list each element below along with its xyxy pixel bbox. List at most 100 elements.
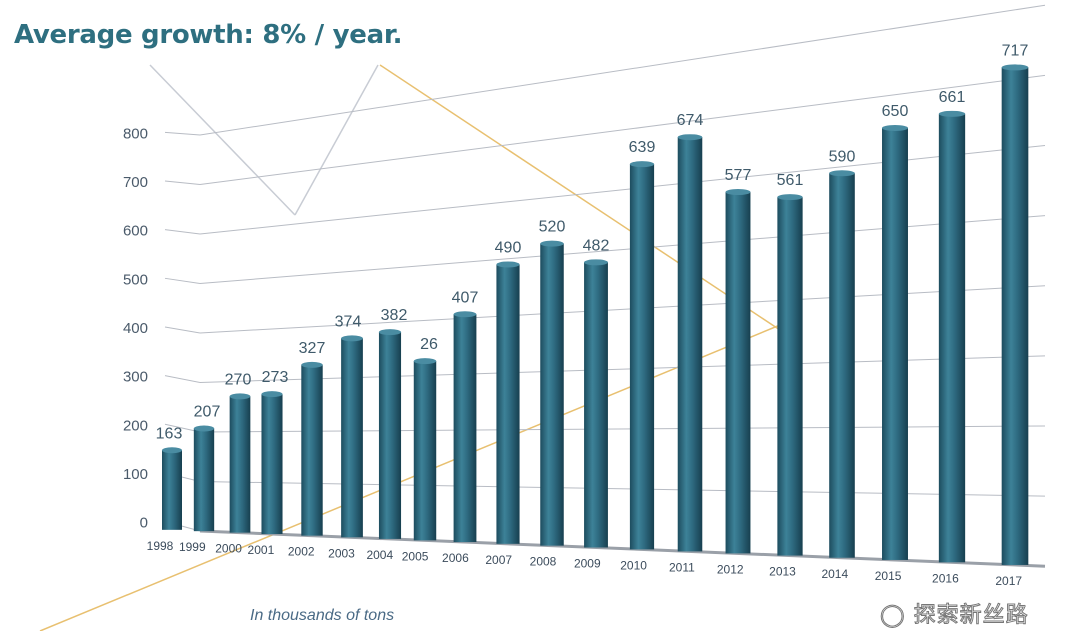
- bar: [341, 338, 363, 538]
- bar: [413, 361, 437, 541]
- gridline: [199, 74, 1046, 185]
- chart-title: Average growth: 8% / year.: [14, 20, 403, 50]
- bar: [453, 314, 477, 543]
- x-tick-label: 2005: [402, 549, 429, 563]
- bar: [378, 332, 402, 539]
- data-label: 674: [677, 112, 704, 129]
- bar-group: 382 2004: [366, 307, 407, 562]
- bar-group: 207 1999: [179, 403, 220, 554]
- gridline-stub: [164, 131, 201, 136]
- bar-top: [229, 393, 251, 400]
- x-tick-label: 2016: [932, 571, 959, 585]
- bar-top: [829, 170, 855, 177]
- x-tick-label: 2010: [620, 558, 647, 572]
- bar: [162, 450, 182, 530]
- bar: [1001, 67, 1029, 565]
- x-tick-label: 2009: [574, 557, 601, 571]
- bar: [829, 173, 855, 558]
- bar-top: [540, 240, 564, 247]
- data-label: 490: [495, 239, 522, 256]
- y-tick-label: 300: [123, 369, 148, 386]
- bar-group: 163 1998: [147, 425, 183, 553]
- bar-group: 674 2011: [669, 112, 703, 574]
- bar-top: [938, 110, 966, 117]
- bar-top: [777, 194, 803, 201]
- bar-top: [882, 124, 908, 131]
- data-label: 577: [725, 167, 752, 184]
- y-tick-label: 400: [123, 320, 148, 337]
- gridline: [199, 4, 1046, 136]
- x-tick-label: 2003: [328, 546, 355, 560]
- bar: [193, 428, 215, 532]
- x-tick-label: 2014: [821, 567, 848, 581]
- bar-group: 590 2014: [821, 148, 855, 580]
- gridline: [199, 529, 1046, 568]
- bar: [584, 262, 608, 548]
- bar-top: [261, 391, 283, 398]
- gridline-stub: [164, 229, 201, 235]
- data-label: 590: [829, 148, 856, 165]
- x-tick-label: 1999: [179, 540, 206, 554]
- data-label: 207: [194, 403, 221, 420]
- y-tick-label: 600: [123, 223, 148, 240]
- bar-top: [1001, 64, 1029, 71]
- data-label: 327: [299, 340, 326, 357]
- bar: [629, 164, 655, 550]
- watermark-text: 探索新丝路: [913, 603, 1029, 629]
- bar-top: [193, 425, 215, 432]
- bar-group: 639 2010: [620, 139, 655, 572]
- x-tick-label: 2015: [875, 569, 902, 583]
- bar-group: 561 2013: [769, 172, 803, 578]
- bar: [882, 127, 908, 560]
- x-tick-label: 2001: [248, 543, 275, 557]
- bar-group: 717 2017: [995, 42, 1028, 588]
- bar-group: 273 2001: [248, 369, 289, 557]
- bar-group: 482 2009: [574, 237, 609, 570]
- bar: [677, 137, 703, 552]
- gridline-stub: [164, 326, 201, 334]
- gridline: [199, 285, 1046, 334]
- x-tick-label: 2012: [717, 562, 744, 576]
- bar-top: [629, 161, 655, 168]
- x-tick-label: 1998: [147, 539, 174, 553]
- bar-group: 650 2015: [875, 103, 909, 583]
- bar-group: 520 2008: [530, 219, 566, 569]
- data-label: 661: [939, 89, 966, 106]
- bar-top: [341, 335, 363, 342]
- data-label: 163: [156, 425, 183, 442]
- bar: [261, 394, 283, 534]
- data-label: 270: [225, 371, 252, 388]
- gridline-stub: [164, 375, 201, 383]
- bar-group: 661 2016: [932, 89, 965, 586]
- x-tick-label: 2008: [530, 555, 557, 569]
- unit-label: In thousands of tons: [250, 607, 395, 624]
- gridline-stub: [164, 277, 201, 284]
- data-label: 650: [882, 103, 909, 120]
- x-tick-label: 2004: [366, 548, 393, 562]
- bar-group: 374 2003: [328, 313, 363, 560]
- bar: [229, 396, 251, 533]
- x-tick-label: 2000: [215, 542, 242, 556]
- bar: [301, 364, 323, 536]
- bar: [725, 192, 751, 554]
- bar-top: [496, 261, 520, 268]
- y-tick-label: 0: [140, 515, 148, 532]
- bar-top: [301, 361, 323, 368]
- bar-group: 327 2002: [288, 340, 326, 559]
- bar-top: [677, 134, 703, 141]
- data-label: 639: [629, 139, 656, 156]
- bar-group: 407 2006: [442, 289, 478, 565]
- bar-group: 577 2012: [717, 167, 752, 576]
- gridline-stub: [164, 180, 201, 185]
- decorative-lines: [39, 64, 781, 631]
- y-tick-label: 100: [123, 466, 148, 483]
- data-label: 520: [539, 219, 566, 236]
- bar-top: [725, 189, 751, 196]
- watermark: ◯ 探索新丝路: [880, 603, 1029, 629]
- data-label: 382: [381, 307, 408, 324]
- bar-top: [378, 329, 402, 336]
- gridline: [199, 425, 1046, 433]
- bar-group: 490 2007: [485, 239, 521, 566]
- data-label: 717: [1002, 42, 1029, 59]
